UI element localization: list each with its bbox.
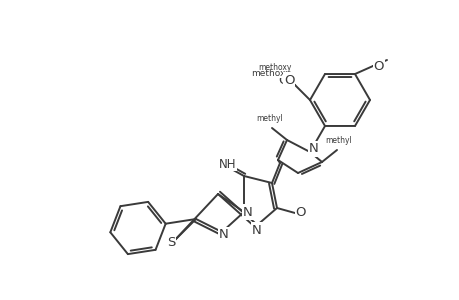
Text: O: O (295, 206, 306, 220)
Text: N: N (308, 142, 318, 155)
Text: O: O (373, 59, 383, 73)
Text: O: O (277, 74, 288, 86)
Text: N: N (243, 206, 252, 218)
Text: methoxy: methoxy (251, 68, 290, 77)
Text: N: N (218, 229, 229, 242)
Text: methyl: methyl (256, 114, 283, 123)
Text: NH: NH (218, 158, 235, 170)
Text: methyl: methyl (325, 136, 352, 145)
Text: O: O (283, 74, 294, 86)
Text: N: N (252, 224, 261, 236)
Text: S: S (167, 236, 175, 250)
Text: methoxy: methoxy (258, 63, 291, 72)
